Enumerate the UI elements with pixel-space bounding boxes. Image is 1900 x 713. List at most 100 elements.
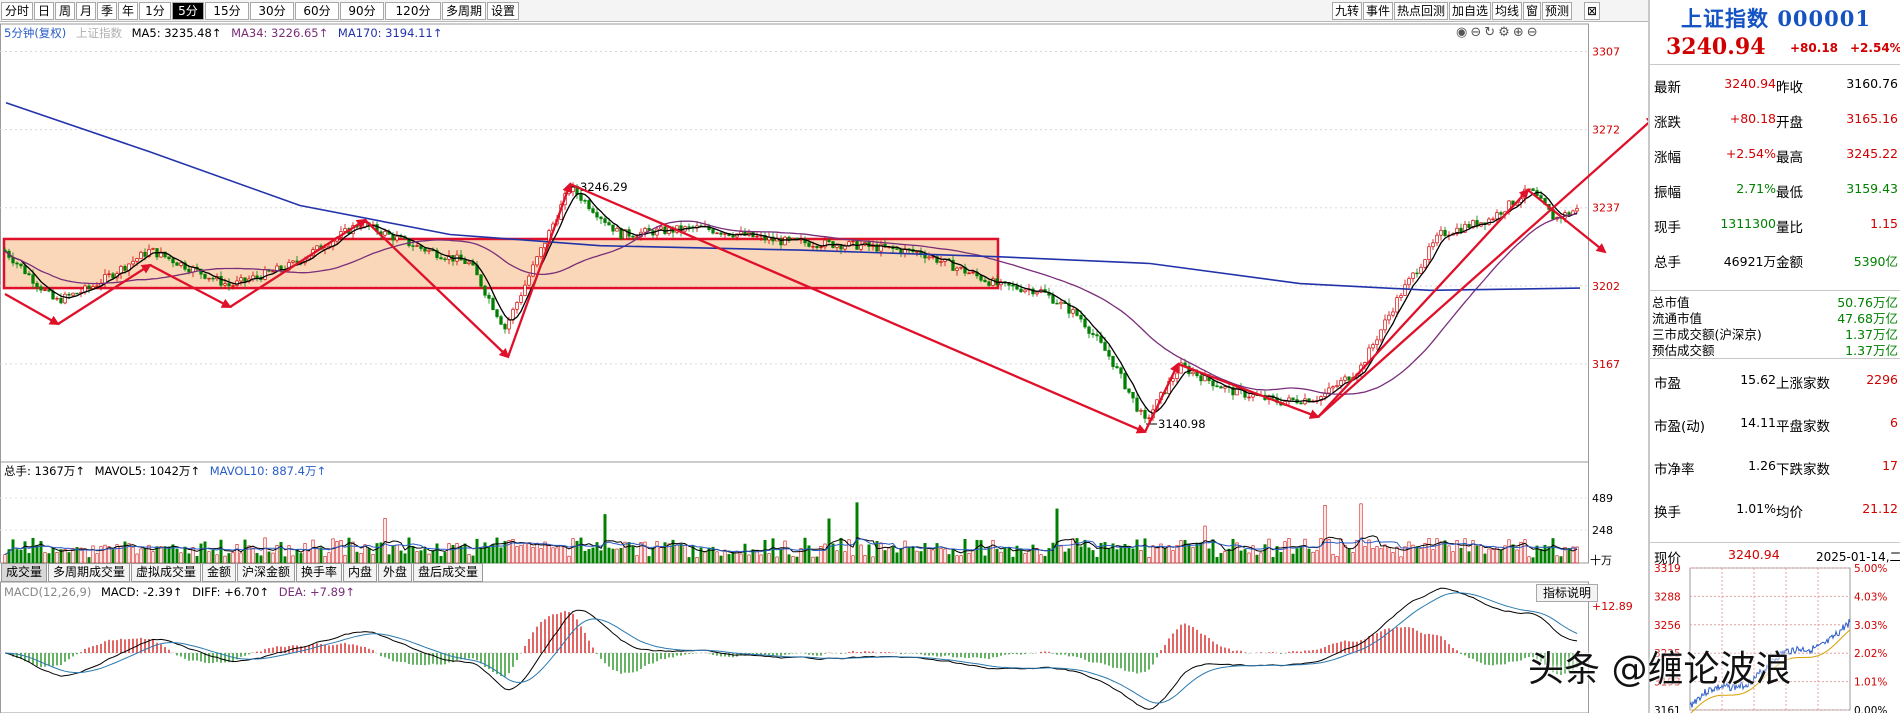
candle-body <box>875 244 879 252</box>
tool-button[interactable]: 均线 <box>1492 2 1522 20</box>
period-button[interactable]: 60分 <box>295 2 339 20</box>
candle-body <box>763 235 767 241</box>
volume-bar <box>291 555 295 564</box>
period-button[interactable]: 15分 <box>205 2 249 20</box>
volume-bar <box>651 547 655 564</box>
period-button[interactable]: 90分 <box>340 2 384 20</box>
volume-bar <box>267 551 271 564</box>
period-button[interactable]: 多周期 <box>442 2 486 20</box>
candle-body <box>715 232 719 235</box>
period-button[interactable]: 季 <box>97 2 117 20</box>
volume-bar <box>879 542 883 564</box>
volume-bar <box>831 543 835 564</box>
settings-icon[interactable]: ⚙ <box>1498 25 1513 40</box>
period-button[interactable]: 周 <box>55 2 75 20</box>
volume-tab[interactable]: 金额 <box>202 563 236 582</box>
candle-body <box>595 212 599 218</box>
tool-button[interactable]: 窗 <box>1523 2 1541 20</box>
volume-bar <box>207 551 211 564</box>
zoom-in-icon[interactable]: ⊕ <box>1512 25 1527 40</box>
candle-body <box>443 258 447 261</box>
volume-bar <box>1135 539 1139 564</box>
volume-bar <box>1423 543 1427 564</box>
volume-bar <box>959 555 963 564</box>
candle-body <box>1175 372 1179 380</box>
volume-tab[interactable]: 成交量 <box>1 563 47 582</box>
volume-bar <box>1015 545 1019 564</box>
trend-arrow <box>364 219 510 359</box>
tool-button[interactable]: 事件 <box>1363 2 1393 20</box>
volume-bar <box>1163 548 1167 564</box>
candle-body <box>1343 376 1347 381</box>
volume-bar <box>1199 542 1203 564</box>
volume-bar <box>1203 525 1207 564</box>
refresh-icon[interactable]: ↻ <box>1484 25 1499 40</box>
period-button[interactable]: 日 <box>34 2 54 20</box>
period-button[interactable]: 设置 <box>487 2 519 20</box>
volume-bar <box>359 553 363 564</box>
volume-bar <box>1239 550 1243 564</box>
volume-bar <box>299 553 303 564</box>
candle-body <box>1231 387 1235 396</box>
period-button[interactable]: 1分 <box>139 2 171 20</box>
quote-value: 3240.94 <box>1724 76 1776 91</box>
volume-tab[interactable]: 虚拟成交量 <box>131 563 201 582</box>
period-button[interactable]: 120分 <box>385 2 441 20</box>
volume-tab[interactable]: 外盘 <box>378 563 412 582</box>
volume-bar <box>239 552 243 564</box>
mini-price-label: 3161 <box>1654 705 1681 713</box>
candle-body <box>1135 397 1139 412</box>
lock-icon[interactable]: ⊖ <box>1470 25 1485 40</box>
candle-body <box>931 256 935 258</box>
volume-bar <box>1571 546 1575 564</box>
eye-icon[interactable]: ◉ <box>1456 25 1471 40</box>
volume-bar <box>747 554 751 564</box>
tool-button[interactable]: 加自选 <box>1449 2 1491 20</box>
volume-bar <box>135 553 139 564</box>
period-button[interactable]: 30分 <box>250 2 294 20</box>
zoom-out-icon[interactable]: ⊖ <box>1526 25 1541 40</box>
kline-chart[interactable]: 3307 3272 3237 3202 3167 3246.29 3140.98 489 248… <box>0 22 1648 713</box>
mini-intraday-chart[interactable]: 3319 5.00% 3288 4.03% 3256 3.03% 3225 2.02% 3193… <box>1650 564 1900 713</box>
volume-bar <box>655 541 659 564</box>
volume-bar <box>1087 547 1091 564</box>
volume-bar <box>435 543 439 564</box>
period-button[interactable]: 分时 <box>1 2 33 20</box>
candle-body <box>207 277 211 280</box>
volume-bar <box>1499 549 1503 564</box>
volume-bar <box>363 544 367 564</box>
candle-body <box>779 238 783 246</box>
volume-tab[interactable]: 内盘 <box>343 563 377 582</box>
volume-bar <box>523 543 527 564</box>
candle-body <box>1439 229 1443 236</box>
tool-button[interactable]: 预测 <box>1542 2 1572 20</box>
market-label: 三市成交额(沪深京) <box>1652 327 1762 342</box>
volume-bar <box>519 544 523 564</box>
period-toolbar: 分时日周月季年 1分 5分 15分 30分 60分 90分 120分 多周期 设置 九转 事件 热点回… <box>0 0 1648 22</box>
volume-tab[interactable]: 换手率 <box>296 563 342 582</box>
period-button[interactable]: 年 <box>118 2 138 20</box>
volume-bar <box>1243 549 1247 564</box>
period-button[interactable]: 5分 <box>172 2 204 20</box>
candle-body <box>1147 417 1151 419</box>
volume-tab[interactable]: 沪深金额 <box>237 563 295 582</box>
volume-bar <box>863 555 867 564</box>
close-icon[interactable]: ⊠ <box>1584 2 1600 20</box>
volume-bar <box>807 545 811 564</box>
candle-body <box>63 293 67 304</box>
ratio-value: 2296 <box>1866 372 1898 387</box>
tool-button[interactable]: 热点回测 <box>1394 2 1448 20</box>
volume-bar <box>967 552 971 564</box>
volume-tab[interactable]: 盘后成交量 <box>413 563 483 582</box>
volume-bar <box>1083 539 1087 564</box>
volume-tab[interactable]: 多周期成交量 <box>48 563 130 582</box>
period-button[interactable]: 月 <box>76 2 96 20</box>
tool-button[interactable]: 九转 <box>1332 2 1362 20</box>
volume-bar <box>699 547 703 564</box>
indicator-help-button[interactable]: 指标说明 <box>1536 584 1598 602</box>
volume-bar <box>371 554 375 564</box>
macd-legend: MACD(12,26,9) MACD: -2.39↑ DIFF: +6.70↑ … <box>4 585 355 599</box>
quote-label: 最低 <box>1776 185 1803 201</box>
candle-body <box>1331 386 1335 389</box>
volume-bar <box>1099 542 1103 564</box>
